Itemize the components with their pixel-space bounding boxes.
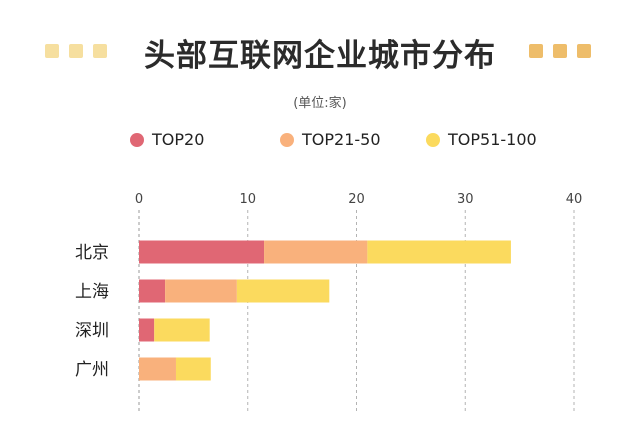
- bar-top20-2: [139, 318, 155, 342]
- title-decoration-left-3: [93, 44, 107, 58]
- title-decoration-right-3: [577, 44, 591, 58]
- bar-top21-50-3: [139, 357, 176, 381]
- title-decoration-left-1: [45, 44, 59, 58]
- bar-top20-1: [139, 279, 166, 303]
- title-decoration-right-1: [529, 44, 543, 58]
- legend-label-top21-50: TOP21-50: [302, 130, 381, 149]
- bar-top51-100-2: [154, 318, 210, 342]
- bar-top51-100-0: [367, 240, 511, 264]
- legend-label-top20: TOP20: [152, 130, 205, 149]
- bar-top51-100-1: [236, 279, 330, 303]
- category-label: 深圳: [75, 321, 109, 341]
- x-tick-label-0: 0: [135, 192, 143, 207]
- legend-dot-top20: [130, 132, 144, 147]
- legend-item-top21-50: TOP21-50: [280, 130, 381, 149]
- category-label: 广州: [75, 360, 109, 380]
- title-decoration-left-2: [69, 44, 83, 58]
- x-tick-label-10: 10: [239, 192, 256, 207]
- bar-top21-50-1: [165, 279, 237, 303]
- legend-dot-top21-50: [280, 132, 294, 147]
- legend-label-top51-100: TOP51-100: [448, 130, 537, 149]
- bar-top51-100-3: [175, 357, 211, 381]
- legend-item-top51-100: TOP51-100: [426, 130, 537, 149]
- chart-title: 头部互联网企业城市分布: [144, 38, 496, 74]
- category-label: 北京: [75, 243, 109, 263]
- bar-top20-0: [139, 240, 265, 264]
- legend-dot-top51-100: [426, 132, 440, 147]
- unit-label: (单位:家): [293, 96, 347, 111]
- bar-top21-50-0: [264, 240, 368, 264]
- x-tick-label-30: 30: [457, 192, 474, 207]
- x-tick-label-20: 20: [348, 192, 365, 207]
- category-label: 上海: [75, 282, 109, 302]
- title-decoration-right-2: [553, 44, 567, 58]
- legend-item-top20: TOP20: [130, 130, 204, 149]
- x-tick-label-40: 40: [566, 192, 583, 207]
